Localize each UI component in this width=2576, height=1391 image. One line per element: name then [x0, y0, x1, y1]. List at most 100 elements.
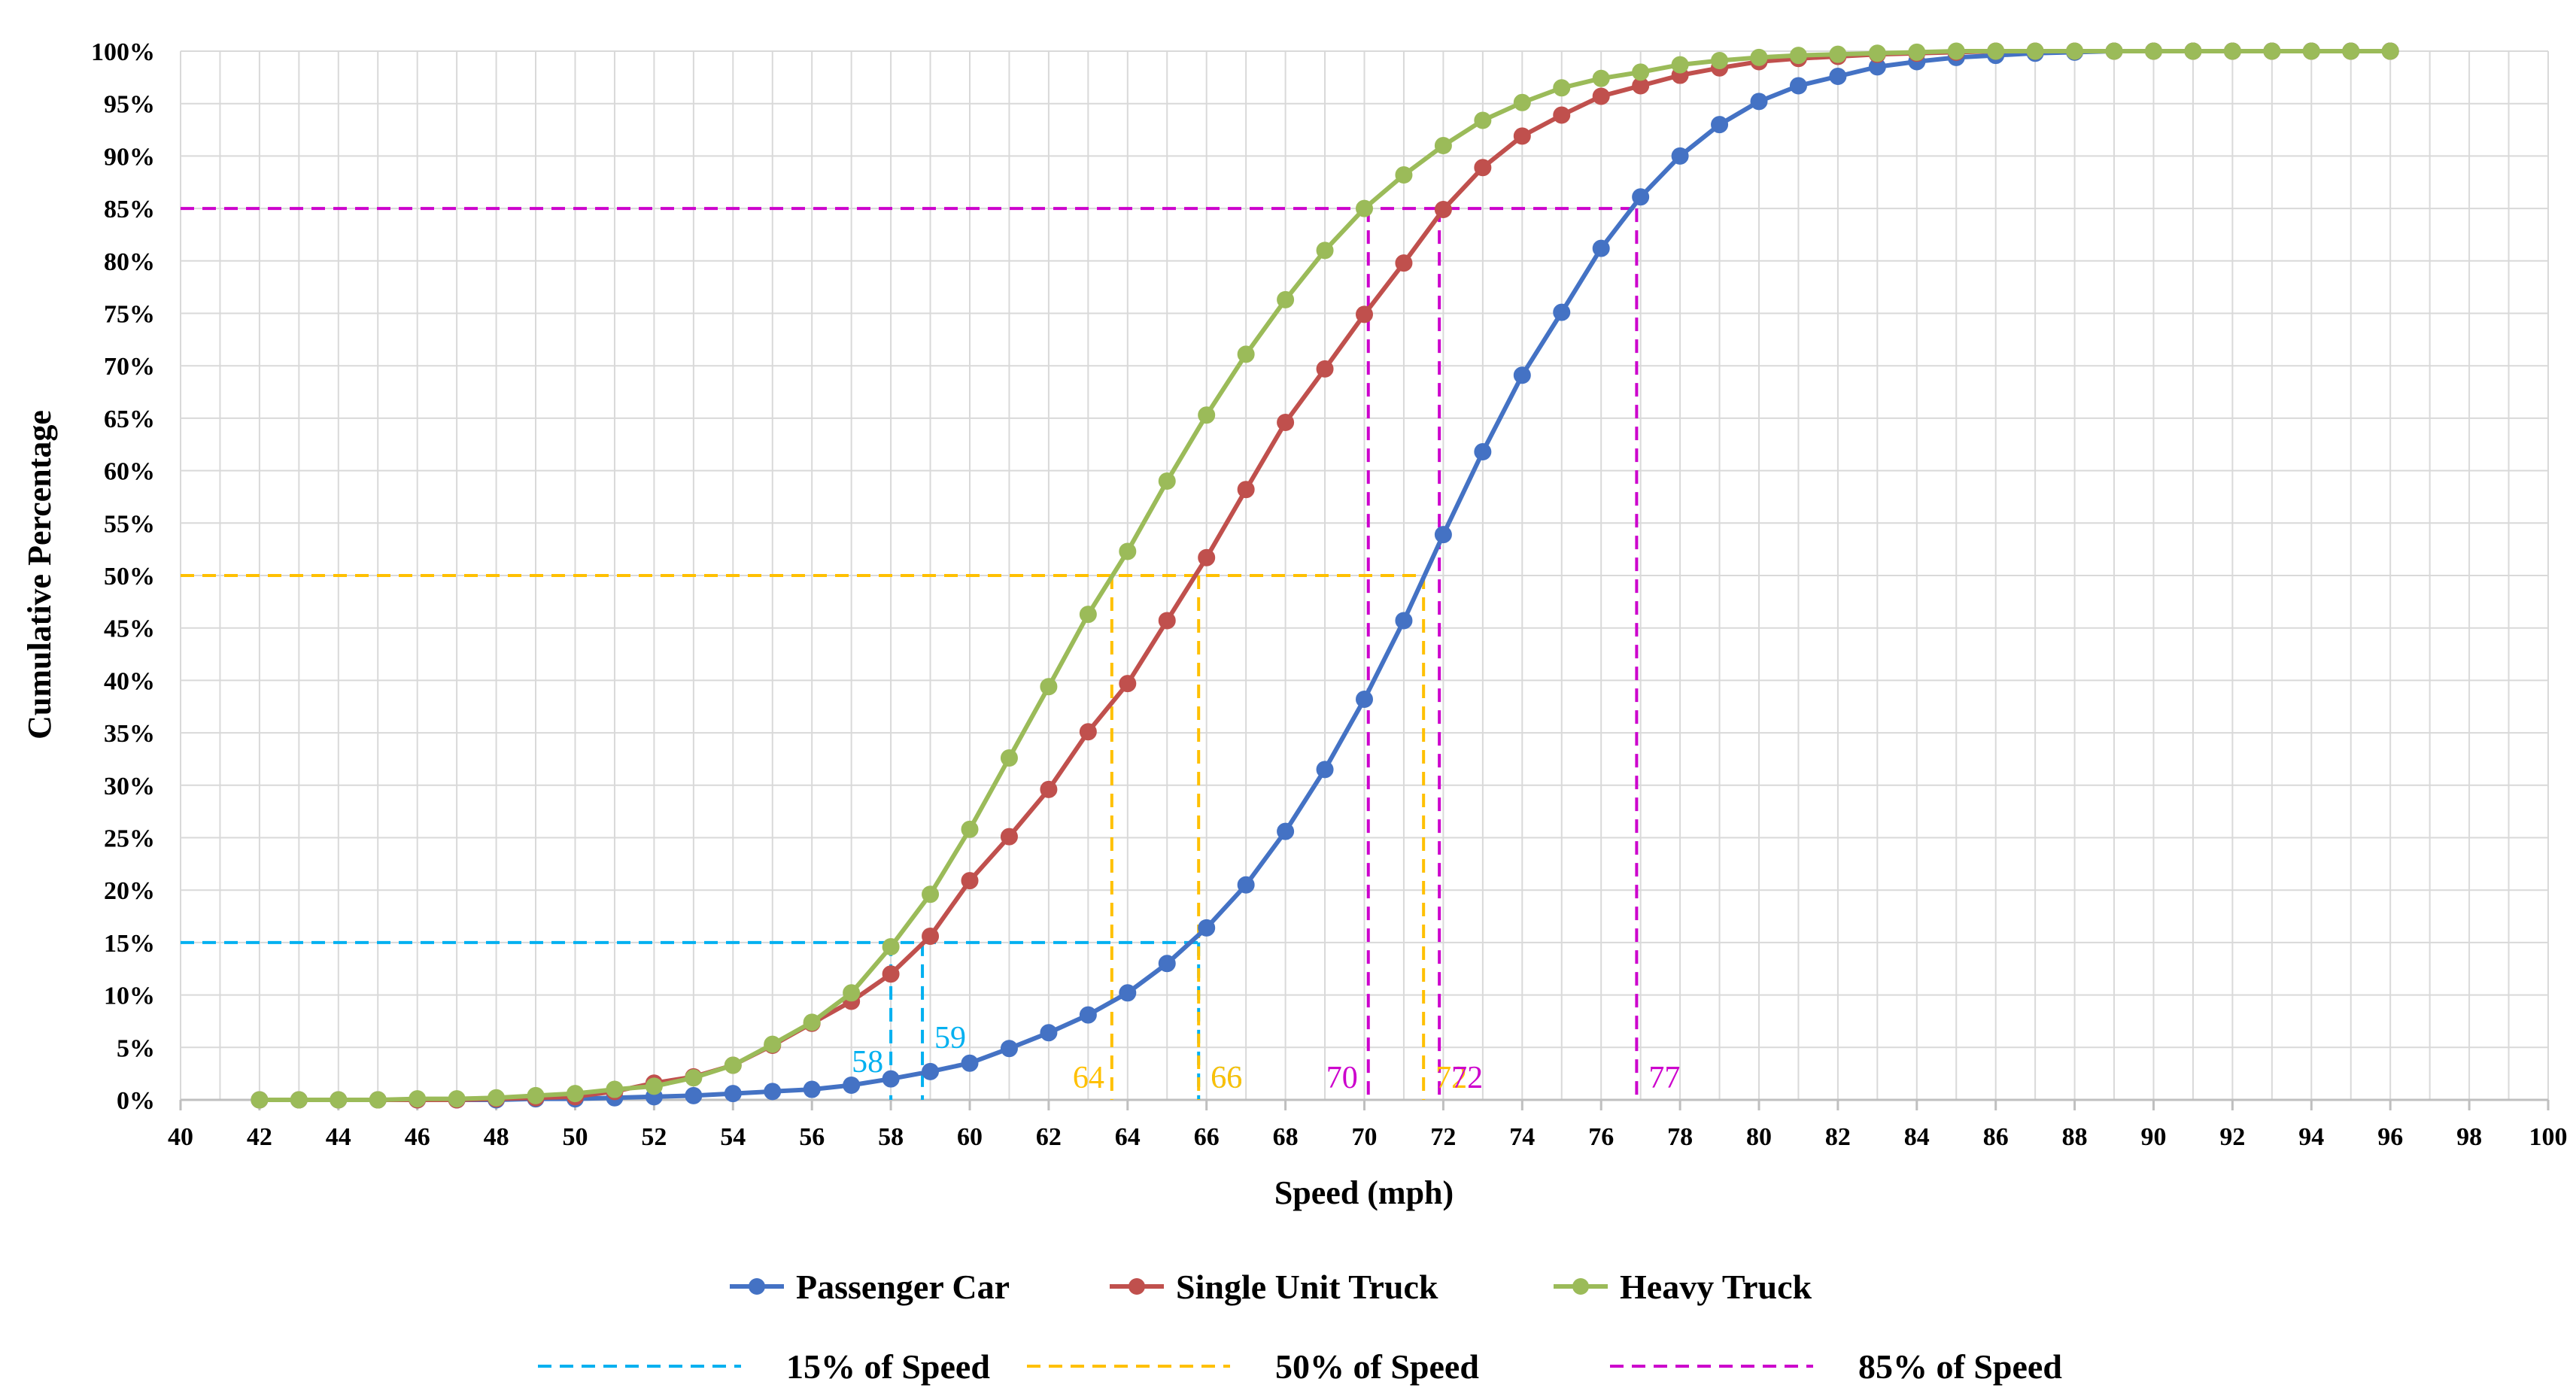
x-tick-label: 100 — [2529, 1123, 2568, 1151]
reference-value-label: 72 — [1435, 1061, 1467, 1095]
tick-labels: 40 42 44 46 48 50 52 54 56 58 60 62 64 66 68 70 72 74 76 78… — [91, 38, 2568, 1151]
data-point — [251, 1091, 269, 1109]
reference-value-label: 59 — [934, 1021, 966, 1055]
y-tick-label: 85% — [104, 196, 155, 223]
data-point — [1789, 77, 1807, 95]
data-point — [527, 1086, 545, 1104]
data-point — [1947, 42, 1965, 60]
data-point — [1040, 678, 1058, 696]
data-point — [2342, 42, 2360, 60]
y-tick-label: 75% — [104, 301, 155, 329]
x-tick-label: 52 — [641, 1123, 667, 1151]
data-point — [843, 984, 861, 1002]
data-point — [1079, 723, 1097, 741]
data-point — [1316, 241, 1334, 260]
data-point — [1632, 63, 1650, 81]
y-tick-label: 95% — [104, 91, 155, 119]
y-tick-label: 70% — [104, 353, 155, 381]
x-tick-label: 80 — [1746, 1123, 1772, 1151]
reference-value-label: 77 — [1648, 1061, 1680, 1095]
data-point — [606, 1080, 624, 1098]
x-tick-label: 76 — [1588, 1123, 1614, 1151]
data-point — [961, 872, 979, 890]
data-point — [1829, 67, 1847, 85]
series-lines — [251, 42, 2399, 1109]
y-tick-label: 40% — [104, 667, 155, 695]
data-point — [1356, 199, 1373, 217]
x-axis-title: Speed (mph) — [1274, 1174, 1454, 1211]
data-point — [1592, 239, 1610, 257]
data-point — [1277, 822, 1295, 840]
data-point — [961, 1054, 979, 1072]
data-point — [1513, 127, 1531, 145]
data-point — [290, 1091, 308, 1109]
data-point — [1356, 305, 1373, 323]
y-tick-label: 100% — [91, 38, 155, 66]
data-point — [1592, 69, 1610, 87]
y-tick-label: 65% — [104, 405, 155, 433]
y-tick-label: 55% — [104, 510, 155, 538]
data-point — [1553, 303, 1571, 321]
data-point — [1711, 116, 1729, 134]
y-tick-label: 30% — [104, 773, 155, 800]
legend-label: 50% of Speed — [1275, 1347, 1479, 1386]
data-point — [803, 1080, 821, 1098]
x-tick-label: 66 — [1194, 1123, 1220, 1151]
y-tick-label: 15% — [104, 930, 155, 958]
data-point — [1040, 780, 1058, 798]
data-point — [369, 1091, 387, 1109]
data-point — [1474, 111, 1492, 129]
data-point — [1750, 48, 1768, 66]
data-point — [2105, 42, 2123, 60]
data-point — [1119, 675, 1137, 693]
data-point — [1434, 526, 1452, 544]
data-point — [1158, 472, 1176, 490]
x-tick-label: 60 — [957, 1123, 983, 1151]
y-axis-title: Cumulative Percentage — [21, 410, 58, 740]
data-point — [1908, 43, 1926, 61]
data-point — [1356, 690, 1373, 708]
x-tick-label: 68 — [1273, 1123, 1299, 1151]
data-point — [1040, 1024, 1058, 1042]
data-point — [2066, 42, 2084, 60]
x-tick-label: 40 — [168, 1123, 193, 1151]
data-point — [1395, 612, 1413, 630]
legend-marker — [1572, 1278, 1589, 1295]
data-point — [1513, 93, 1531, 111]
data-point — [645, 1077, 663, 1095]
data-point — [448, 1090, 466, 1108]
legend-marker — [749, 1278, 765, 1295]
legend-label: 85% of Speed — [1858, 1347, 2062, 1386]
x-tick-label: 62 — [1036, 1123, 1062, 1151]
data-point — [724, 1056, 742, 1074]
x-tick-label: 58 — [878, 1123, 904, 1151]
reference-lines — [181, 207, 1639, 1100]
data-point — [1395, 254, 1413, 272]
x-tick-label: 56 — [799, 1123, 825, 1151]
data-point — [685, 1069, 703, 1087]
x-tick-label: 70 — [1352, 1123, 1378, 1151]
x-tick-label: 90 — [2141, 1123, 2167, 1151]
reference-value-label: 72 — [1451, 1061, 1483, 1095]
data-point — [882, 937, 900, 955]
data-point — [1987, 42, 2005, 60]
legend-label: Heavy Truck — [1620, 1268, 1812, 1306]
data-point — [1119, 542, 1137, 560]
x-tick-label: 74 — [1509, 1123, 1535, 1151]
data-point — [1237, 876, 1255, 894]
x-tick-label: 42 — [247, 1123, 272, 1151]
legend-label: 15% of Speed — [786, 1347, 990, 1386]
data-point — [1158, 612, 1176, 630]
data-point — [764, 1083, 782, 1101]
x-tick-label: 72 — [1430, 1123, 1456, 1151]
data-point — [961, 820, 979, 838]
x-tick-label: 96 — [2377, 1123, 2403, 1151]
data-point — [1474, 159, 1492, 177]
data-point — [1316, 360, 1334, 378]
x-tick-label: 50 — [563, 1123, 588, 1151]
data-point — [567, 1085, 584, 1103]
legend: Passenger Car Single Unit Truck Heavy Truc… — [538, 1268, 2062, 1386]
data-point — [1237, 481, 1255, 499]
data-point — [1198, 548, 1216, 566]
